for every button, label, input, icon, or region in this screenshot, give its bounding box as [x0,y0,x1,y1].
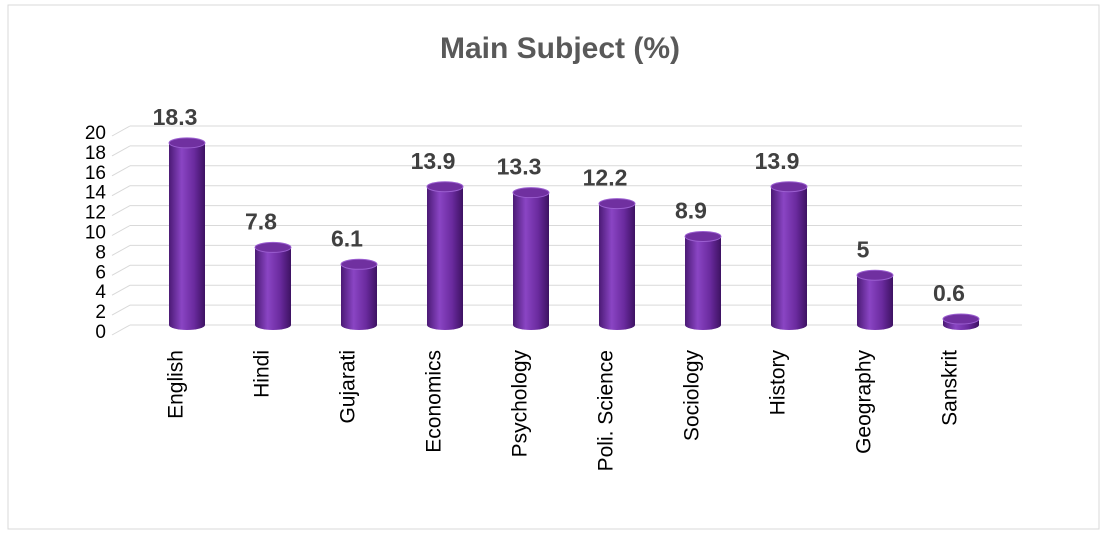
grid-line-side [111,205,131,217]
y-tick-label: 16 [85,163,106,184]
y-tick-label: 4 [95,282,106,303]
bar [857,275,893,325]
bar-group [426,181,464,330]
value-label: 5 [857,236,870,262]
x-tick-label: Poli. Science [595,350,618,471]
value-label: 7.8 [245,208,277,234]
bar-group [598,198,636,330]
grid-line-side [111,225,131,236]
grid-line-side [111,264,131,276]
value-label: 12.2 [583,165,628,191]
grid-line-side [111,324,131,336]
x-tick-label: Sociology [681,350,704,442]
grid-line-side [111,304,131,316]
x-tick-label: Hindi [251,350,274,398]
bar [599,203,635,325]
bar [255,247,291,325]
bar-cap [254,241,292,253]
bar [771,186,807,325]
value-label: 6.1 [331,225,363,251]
bar [427,186,463,325]
value-label: 18.3 [153,104,198,130]
bar-group [684,230,722,330]
bar [513,192,549,325]
grid-line-side [111,165,131,177]
bar-group [942,313,980,330]
value-label: 13.9 [755,148,800,174]
y-tick-label: 12 [85,203,106,224]
value-label: 8.9 [675,198,707,224]
grid-line-side [111,284,131,296]
bar-group [770,181,808,330]
grid-line-side [111,145,131,157]
x-tick-label: Psychology [509,350,532,458]
bar-cap [340,258,378,270]
grid-line-side [111,125,131,137]
grid-line-side [111,244,131,256]
x-tick-label: English [165,350,188,419]
bar [341,264,377,325]
value-label: 13.3 [497,154,542,180]
bar-group [254,241,292,330]
bar-cap [770,181,808,193]
y-tick-label: 18 [85,143,106,164]
grid-line-side [111,185,131,197]
bar-cap [168,137,206,149]
x-tick-label: Gujarati [337,350,360,424]
y-tick-label: 0 [95,322,106,343]
chart-border [7,4,1100,530]
y-tick-label: 2 [95,302,106,323]
x-tick-label: Sanskrit [939,350,962,426]
y-tick-label: 10 [85,223,106,244]
bar-cap [512,187,550,199]
bar [685,236,721,325]
bar-cap [598,198,636,210]
x-tick-label: Economics [423,350,446,453]
value-label: 0.6 [933,280,965,306]
chart-title: Main Subject (%) [440,32,680,65]
x-tick-label: History [767,350,790,416]
y-tick-label: 20 [85,123,106,144]
bar-cap [856,269,894,281]
bar-group [340,258,378,330]
y-tick-label: 14 [85,183,107,204]
y-tick-label: 8 [95,242,106,263]
bar-group [512,187,550,330]
value-label: 13.9 [411,148,456,174]
bar-cap [942,313,980,325]
bar-group [856,269,894,330]
bar [169,142,205,325]
bar-cap [684,230,722,242]
bar-cap [426,181,464,193]
bar-group [168,137,206,330]
y-tick-label: 6 [95,262,106,283]
x-tick-label: Geography [853,350,876,454]
